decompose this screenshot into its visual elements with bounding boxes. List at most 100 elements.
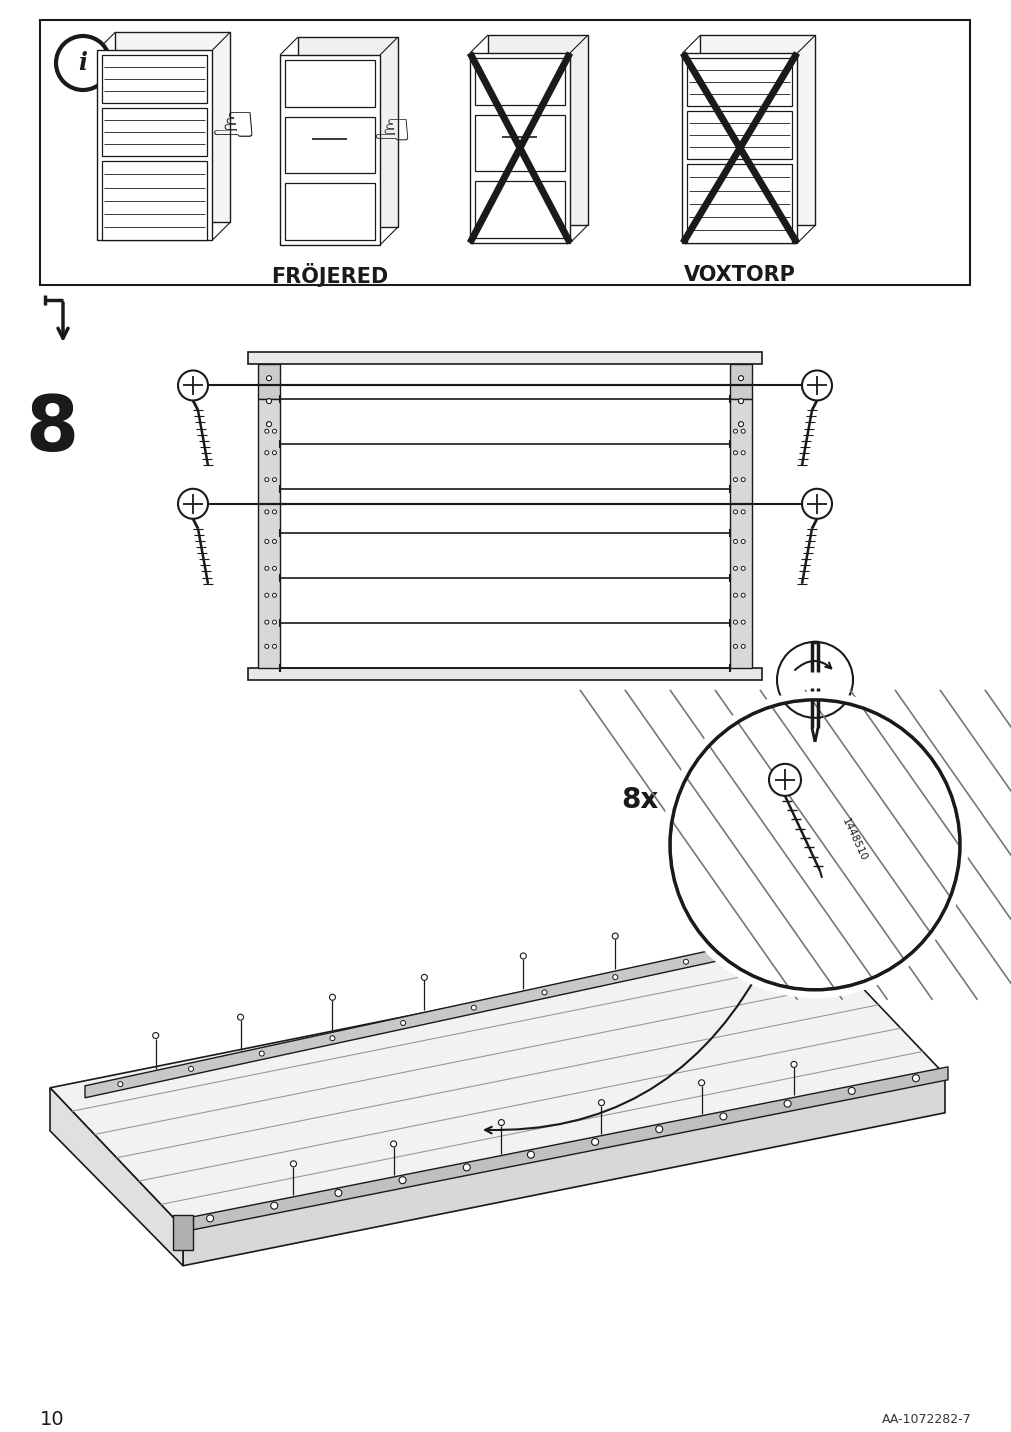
Circle shape	[733, 478, 737, 481]
Bar	[285, 183, 375, 241]
Circle shape	[206, 1214, 213, 1221]
Circle shape	[768, 763, 801, 796]
Bar	[474, 115, 564, 172]
Bar	[97, 50, 212, 241]
Circle shape	[272, 451, 276, 455]
Circle shape	[421, 974, 427, 981]
Bar	[115, 32, 231, 222]
Circle shape	[542, 990, 547, 995]
Circle shape	[738, 421, 743, 427]
Circle shape	[400, 1021, 405, 1025]
Circle shape	[847, 1087, 854, 1094]
Bar	[297, 37, 397, 226]
Bar	[285, 60, 375, 107]
Circle shape	[330, 994, 335, 1001]
Circle shape	[463, 1164, 470, 1171]
Circle shape	[265, 430, 269, 434]
Bar	[686, 112, 792, 159]
Circle shape	[272, 478, 276, 481]
Circle shape	[272, 644, 276, 649]
Circle shape	[265, 644, 269, 649]
Circle shape	[733, 430, 737, 434]
Circle shape	[56, 36, 110, 90]
Circle shape	[740, 567, 744, 570]
Circle shape	[265, 593, 269, 597]
Bar	[102, 54, 207, 103]
Polygon shape	[173, 1214, 193, 1250]
Circle shape	[265, 540, 269, 544]
Circle shape	[669, 700, 959, 990]
Bar	[474, 182, 564, 238]
Circle shape	[330, 1035, 335, 1041]
Circle shape	[612, 934, 618, 939]
Circle shape	[738, 375, 743, 381]
Circle shape	[266, 375, 271, 381]
Circle shape	[776, 642, 852, 717]
Polygon shape	[50, 1088, 183, 1266]
Bar	[280, 54, 379, 245]
Circle shape	[178, 488, 208, 518]
Circle shape	[733, 620, 737, 624]
Polygon shape	[178, 1067, 947, 1233]
Circle shape	[598, 1100, 604, 1106]
Circle shape	[265, 451, 269, 455]
Circle shape	[272, 540, 276, 544]
Circle shape	[266, 421, 271, 427]
Text: 8x: 8x	[621, 786, 658, 813]
Bar	[102, 109, 207, 156]
Circle shape	[740, 593, 744, 597]
Circle shape	[704, 914, 710, 919]
Text: AA-1072282-7: AA-1072282-7	[882, 1413, 971, 1426]
Bar	[474, 57, 564, 105]
Circle shape	[740, 451, 744, 455]
Circle shape	[612, 975, 617, 979]
Circle shape	[265, 478, 269, 481]
Circle shape	[290, 1161, 296, 1167]
Circle shape	[733, 510, 737, 514]
Text: 8: 8	[25, 392, 79, 467]
FancyArrowPatch shape	[484, 978, 755, 1134]
Circle shape	[272, 430, 276, 434]
Circle shape	[591, 1138, 598, 1146]
Circle shape	[272, 593, 276, 597]
Bar	[729, 400, 751, 667]
Circle shape	[698, 1080, 704, 1085]
Bar	[487, 34, 587, 225]
Bar	[469, 53, 569, 243]
Circle shape	[733, 644, 737, 649]
Circle shape	[527, 1151, 534, 1158]
Circle shape	[265, 567, 269, 570]
Bar	[285, 117, 375, 173]
Circle shape	[271, 1201, 277, 1209]
Circle shape	[740, 510, 744, 514]
Circle shape	[740, 478, 744, 481]
Polygon shape	[50, 935, 944, 1227]
Circle shape	[912, 1074, 919, 1081]
Circle shape	[471, 1005, 476, 1010]
Circle shape	[178, 371, 208, 401]
Circle shape	[272, 620, 276, 624]
Bar	[258, 400, 280, 667]
Circle shape	[266, 398, 271, 404]
Circle shape	[272, 510, 276, 514]
Bar	[729, 364, 751, 400]
Circle shape	[740, 540, 744, 544]
Circle shape	[784, 1100, 791, 1107]
Circle shape	[753, 944, 758, 949]
Text: 10: 10	[40, 1411, 65, 1429]
Circle shape	[398, 1177, 405, 1184]
Text: 1448510: 1448510	[839, 816, 867, 863]
Polygon shape	[85, 932, 792, 1098]
Circle shape	[117, 1081, 122, 1087]
Bar	[248, 667, 761, 680]
Bar	[681, 53, 797, 243]
Circle shape	[188, 1067, 193, 1071]
Circle shape	[740, 644, 744, 649]
Circle shape	[733, 451, 737, 455]
Circle shape	[791, 1061, 797, 1067]
Circle shape	[801, 488, 831, 518]
Bar	[686, 165, 792, 243]
Circle shape	[497, 1120, 503, 1126]
Bar	[686, 57, 792, 106]
Circle shape	[520, 952, 526, 959]
